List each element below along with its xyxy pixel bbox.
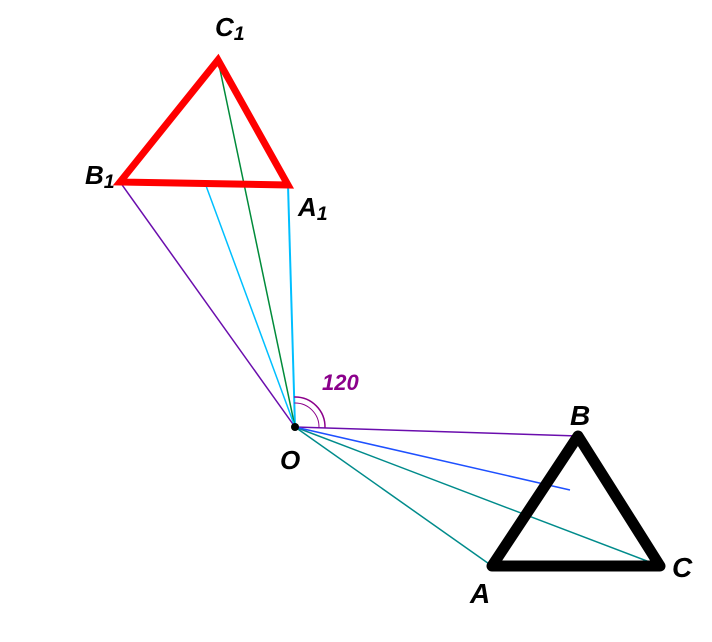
label-B1: B1 (85, 160, 115, 191)
angle-value: 120 (322, 370, 359, 396)
label-A: A (470, 578, 490, 610)
diagram-canvas (0, 0, 712, 642)
label-C: C (672, 552, 692, 584)
label-C1: C1 (215, 12, 245, 43)
label-A1: A1 (298, 192, 328, 223)
label-B: B (570, 400, 590, 432)
label-O: O (280, 445, 300, 476)
